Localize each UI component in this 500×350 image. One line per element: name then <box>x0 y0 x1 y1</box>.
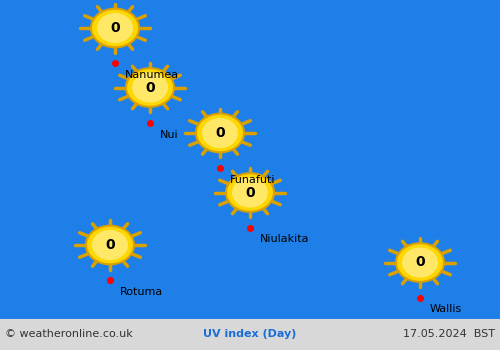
Bar <box>0 318 500 350</box>
Ellipse shape <box>402 247 438 278</box>
Ellipse shape <box>132 72 168 103</box>
Ellipse shape <box>232 177 268 208</box>
Ellipse shape <box>126 68 174 107</box>
Text: Rotuma: Rotuma <box>120 287 163 297</box>
Text: 0: 0 <box>245 186 255 199</box>
Text: 17.05.2024  BST: 17.05.2024 BST <box>403 329 495 339</box>
Text: © weatheronline.co.uk: © weatheronline.co.uk <box>5 329 133 339</box>
Text: UV index (Day): UV index (Day) <box>204 329 296 339</box>
Ellipse shape <box>92 230 128 260</box>
Ellipse shape <box>226 173 274 212</box>
Text: Niulakita: Niulakita <box>260 234 310 245</box>
Ellipse shape <box>91 9 139 47</box>
Ellipse shape <box>97 13 133 43</box>
Text: 0: 0 <box>145 80 155 94</box>
Ellipse shape <box>396 243 444 282</box>
Text: 0: 0 <box>215 126 225 140</box>
Text: Nui: Nui <box>160 130 178 140</box>
Ellipse shape <box>86 226 134 264</box>
Text: Nanumea: Nanumea <box>125 70 179 80</box>
Text: Wallis: Wallis <box>430 304 462 315</box>
Text: 0: 0 <box>105 238 115 252</box>
Ellipse shape <box>196 114 244 152</box>
Text: 0: 0 <box>415 256 425 270</box>
Ellipse shape <box>202 118 238 148</box>
Text: 0: 0 <box>110 21 120 35</box>
Text: Funafuti: Funafuti <box>230 175 276 185</box>
